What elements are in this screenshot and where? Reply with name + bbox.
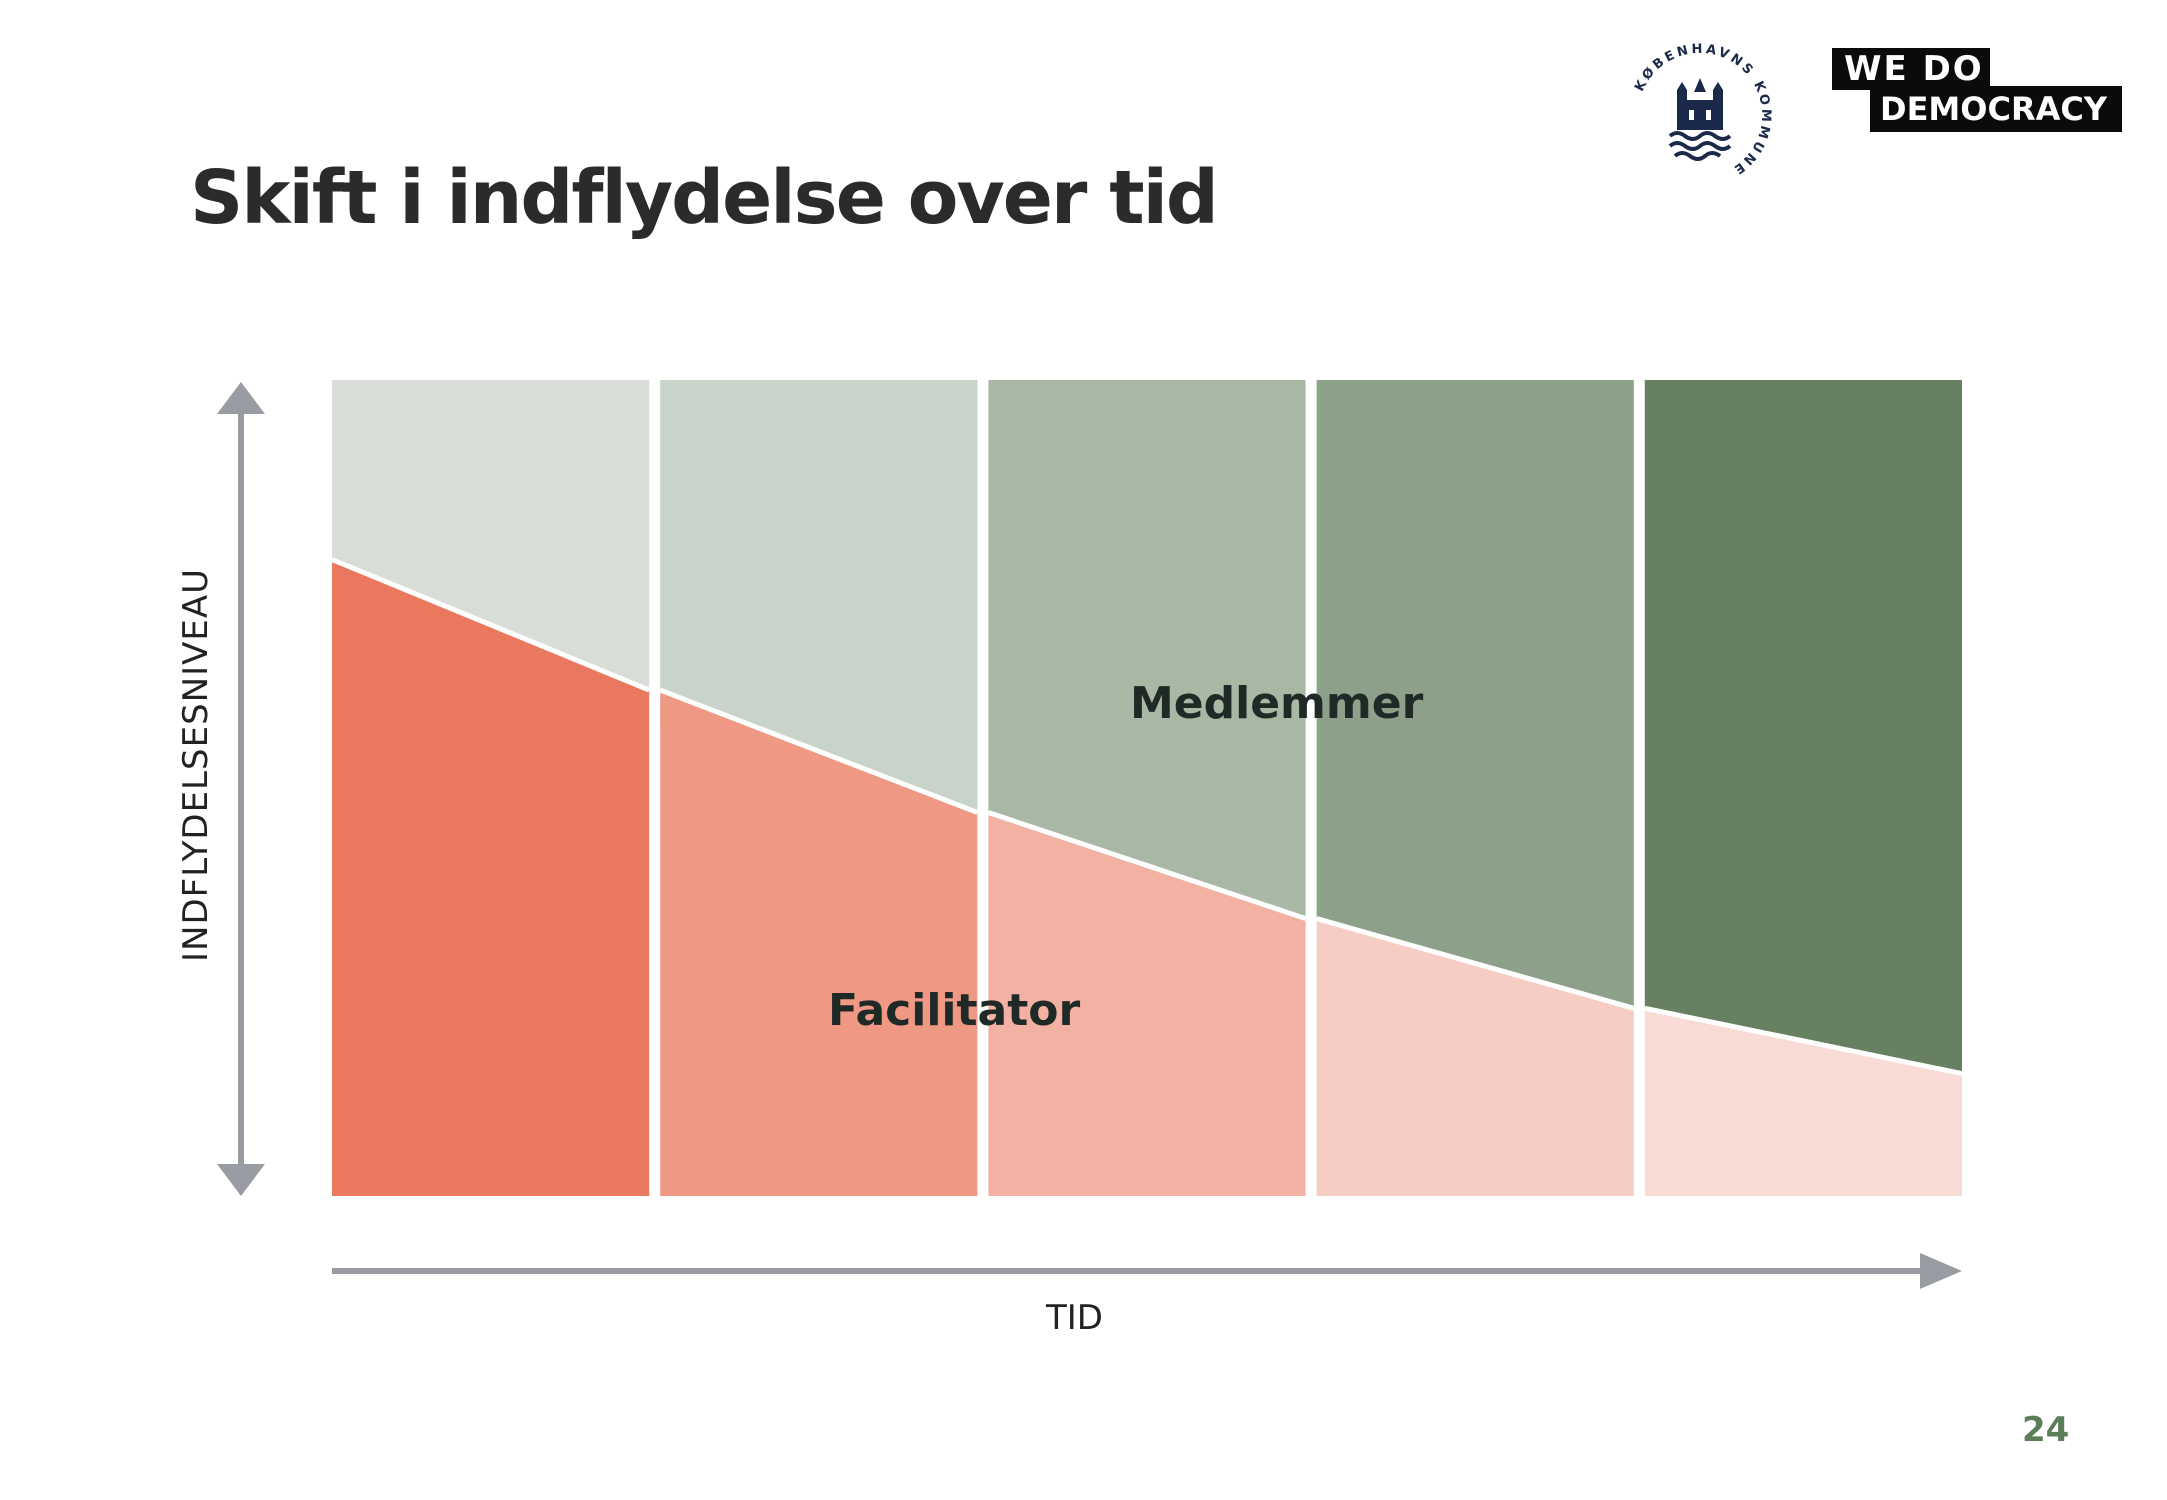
facilitator-column-5 <box>1644 1008 1962 1196</box>
members-column-3 <box>988 380 1306 919</box>
boundary-segment-1 <box>331 557 651 693</box>
members-column-2 <box>660 380 978 813</box>
page-number: 24 <box>2022 1410 2070 1450</box>
we-do-democracy-logo: WE DO DEMOCRACY <box>1832 48 2122 133</box>
facilitator-column-3 <box>988 812 1306 1196</box>
x-axis-arrow <box>1920 1253 1962 1289</box>
y-axis-arrow-up <box>217 382 265 414</box>
y-axis-label: INDFLYDELSESNIVEAU <box>176 568 216 962</box>
members-column-5 <box>1644 380 1962 1074</box>
members-column-4 <box>1316 380 1634 1009</box>
logo-line-2: DEMOCRACY <box>1870 86 2122 132</box>
members-region-label: Medlemmer <box>1130 678 1424 729</box>
boundary-segment-5 <box>1644 1005 1963 1077</box>
kobenhavns-kommune-logo: KØBENHAVNS KOMMUNE <box>1632 42 1770 178</box>
boundary-segment-3 <box>987 810 1307 921</box>
logo-line-1: WE DO <box>1832 48 1990 90</box>
y-axis-arrow-down <box>217 1164 265 1196</box>
facilitator-column-2 <box>660 690 978 1196</box>
facilitator-column-1 <box>332 559 650 1196</box>
boundary-segment-4 <box>1315 916 1635 1011</box>
slide-title: Skift i indflydelse over tid <box>190 155 1219 241</box>
members-column-1 <box>332 380 650 691</box>
boundary-segment-2 <box>659 687 979 815</box>
facilitator-region-label: Facilitator <box>828 985 1081 1036</box>
x-axis-label: TID <box>1046 1298 1103 1338</box>
